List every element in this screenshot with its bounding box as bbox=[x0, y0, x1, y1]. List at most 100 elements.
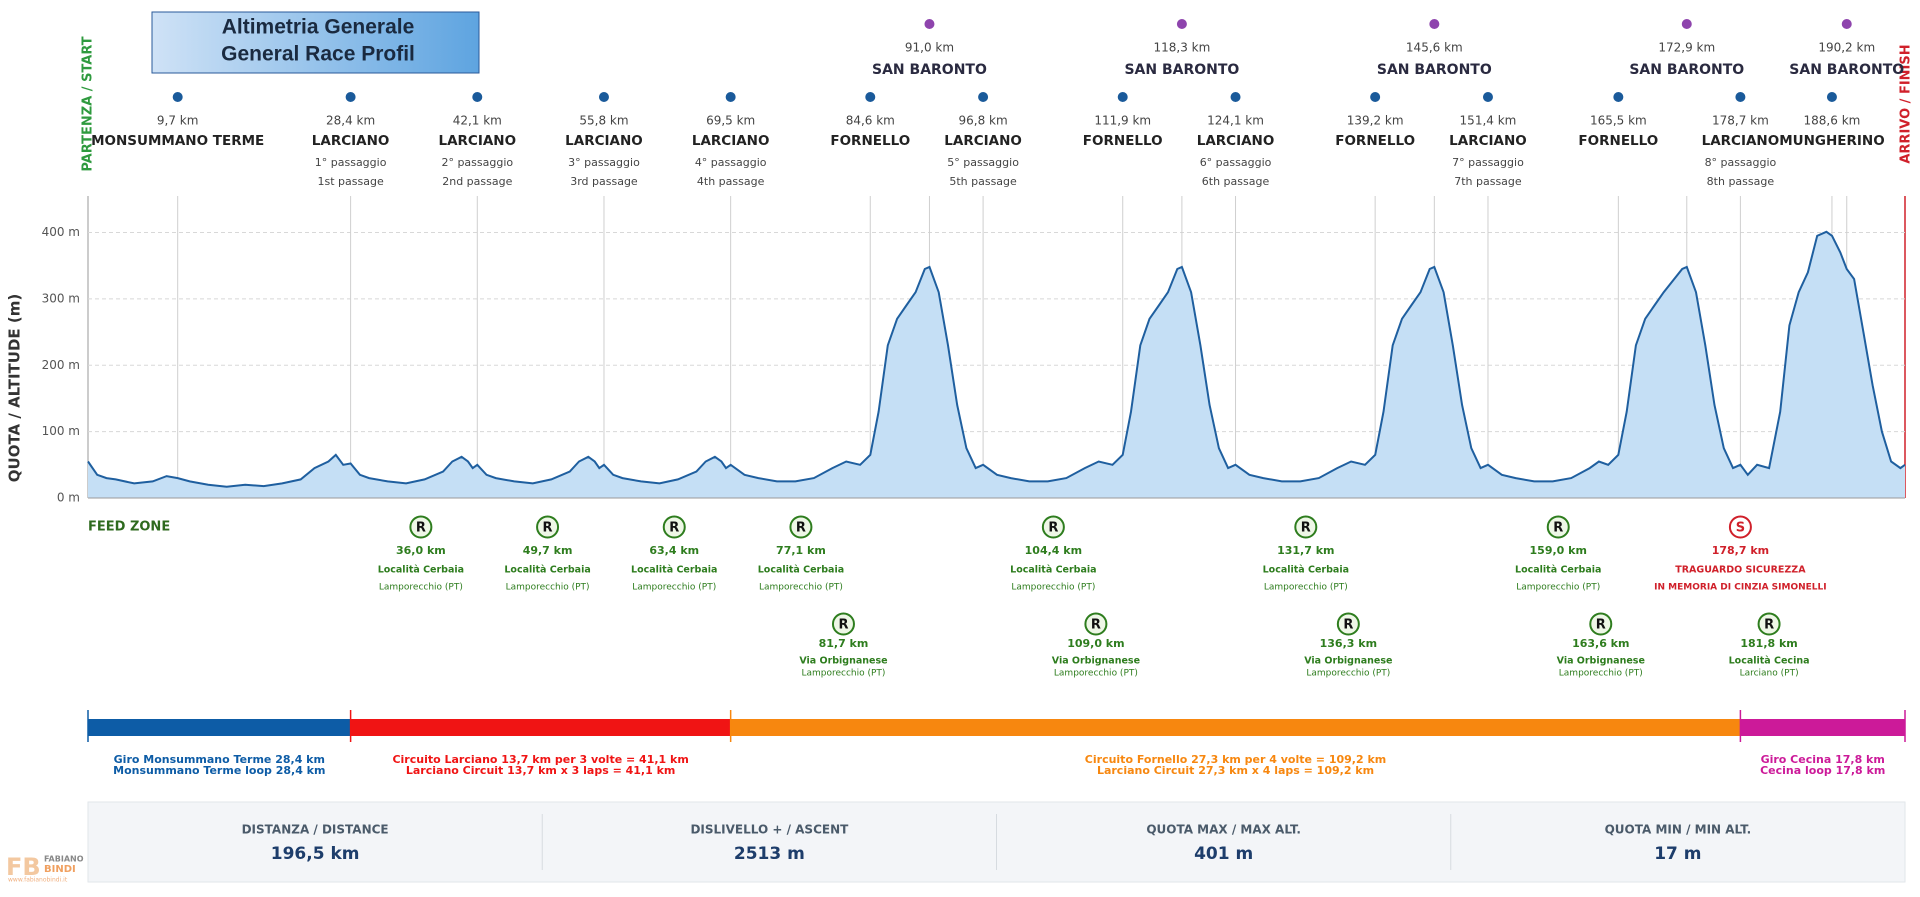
waypoint-lap: 5° passaggio bbox=[947, 156, 1019, 169]
waypoint-name: FORNELLO bbox=[1083, 133, 1163, 149]
feed-sub: Lamporecchio (PT) bbox=[632, 583, 716, 593]
waypoint-marker bbox=[472, 92, 483, 102]
waypoint-km: 188,6 km bbox=[1804, 114, 1861, 128]
feed-icon-letter: R bbox=[416, 521, 426, 536]
waypoint-km: 9,7 km bbox=[157, 114, 199, 128]
circuit-label: Giro Cecina 17,8 km bbox=[1761, 753, 1885, 766]
feed-km: 159,0 km bbox=[1530, 544, 1587, 557]
feed-sub: Lamporecchio (PT) bbox=[1054, 669, 1138, 679]
summit-marker bbox=[1681, 19, 1692, 29]
stat-value: 2513 m bbox=[734, 844, 805, 864]
feed-place: Via Orbignanese bbox=[799, 656, 887, 667]
y-tick-label: 100 m bbox=[42, 424, 80, 438]
circuit-label: Larciano Circuit 27,3 km x 4 laps = 109,… bbox=[1097, 764, 1374, 777]
waypoint-marker bbox=[865, 92, 876, 102]
circuit-segment bbox=[350, 719, 731, 736]
feed-sub: Lamporecchio (PT) bbox=[1559, 669, 1643, 679]
feed-icon-letter: R bbox=[543, 521, 553, 536]
summit-marker bbox=[1176, 19, 1187, 29]
feed-place: Località Cerbaia bbox=[378, 565, 464, 576]
summit-name: SAN BARONTO bbox=[872, 62, 987, 78]
feed-sub: Lamporecchio (PT) bbox=[1264, 583, 1348, 593]
feed-place: Località Cecina bbox=[1729, 656, 1810, 667]
waypoint-lap-en: 1st passage bbox=[318, 175, 384, 188]
waypoint-name: LARCIANO bbox=[565, 133, 643, 149]
waypoint-lap: 6° passaggio bbox=[1200, 156, 1272, 169]
feed-icon-letter: R bbox=[1301, 521, 1311, 536]
waypoint-marker bbox=[725, 92, 736, 102]
feed-icon bbox=[831, 612, 855, 636]
waypoint-name: MONSUMMANO TERME bbox=[91, 133, 264, 149]
feed-place: Via Orbignanese bbox=[1052, 656, 1140, 667]
feed-place: Via Orbignanese bbox=[1304, 656, 1392, 667]
chart-subtitle: General Race Profil bbox=[221, 43, 415, 66]
waypoint-lap-en: 4th passage bbox=[697, 175, 765, 188]
stat-label: QUOTA MIN / MIN ALT. bbox=[1605, 823, 1752, 837]
waypoint-km: 111,9 km bbox=[1094, 114, 1151, 128]
waypoint-name: LARCIANO bbox=[1702, 133, 1780, 149]
waypoint-name: LARCIANO bbox=[1197, 133, 1275, 149]
waypoint-km: 28,4 km bbox=[326, 114, 375, 128]
finish-label: ARRIVO / FINISH bbox=[1899, 44, 1914, 163]
feed-icon bbox=[1041, 515, 1065, 539]
feed-icon-letter: R bbox=[1048, 521, 1058, 536]
feed-place: Località Cerbaia bbox=[1010, 565, 1096, 576]
y-tick-label: 0 m bbox=[57, 491, 80, 505]
feed-sub: IN MEMORIA DI CINZIA SIMONELLI bbox=[1654, 583, 1826, 593]
feed-icon bbox=[1757, 612, 1781, 636]
stat-label: QUOTA MAX / MAX ALT. bbox=[1146, 823, 1301, 837]
summit-km: 172,9 km bbox=[1658, 41, 1715, 55]
feed-km: 63,4 km bbox=[649, 544, 699, 557]
waypoint-name: FORNELLO bbox=[830, 133, 910, 149]
waypoint-lap: 8° passaggio bbox=[1705, 156, 1777, 169]
feed-zone-title: FEED ZONE bbox=[88, 520, 170, 535]
waypoint-lap-en: 3rd passage bbox=[570, 175, 638, 188]
waypoint-km: 42,1 km bbox=[453, 114, 502, 128]
feed-place: Località Cerbaia bbox=[1515, 565, 1601, 576]
summit-name: SAN BARONTO bbox=[1629, 62, 1744, 78]
feed-km: 131,7 km bbox=[1277, 544, 1334, 557]
summit-km: 145,6 km bbox=[1406, 41, 1463, 55]
waypoint-km: 69,5 km bbox=[706, 114, 755, 128]
waypoint-lap: 2° passaggio bbox=[441, 156, 513, 169]
waypoint-marker bbox=[172, 92, 183, 102]
circuit-label: Larciano Circuit 13,7 km x 3 laps = 41,1… bbox=[406, 764, 676, 777]
feed-sub: Lamporecchio (PT) bbox=[1011, 583, 1095, 593]
waypoint-marker bbox=[1117, 92, 1128, 102]
waypoint-lap-en: 8th passage bbox=[1707, 175, 1775, 188]
y-axis-label: QUOTA / ALTITUDE (m) bbox=[6, 294, 24, 482]
feed-icon bbox=[409, 515, 433, 539]
feed-km: 181,8 km bbox=[1740, 637, 1797, 650]
y-tick-label: 300 m bbox=[42, 291, 80, 305]
feed-icon bbox=[1728, 515, 1752, 539]
profile-area bbox=[88, 231, 1905, 499]
logo-site: www.fabianobindi.it bbox=[8, 877, 68, 884]
waypoint-marker bbox=[1613, 92, 1624, 102]
waypoint-name: MUNGHERINO bbox=[1779, 133, 1885, 149]
feed-icon-letter: R bbox=[1091, 618, 1101, 633]
waypoint-lap: 1° passaggio bbox=[315, 156, 387, 169]
logo-mark: FB bbox=[6, 853, 41, 881]
circuit-segment bbox=[88, 719, 351, 736]
waypoint-marker bbox=[978, 92, 989, 102]
waypoint-km: 124,1 km bbox=[1207, 114, 1264, 128]
feed-icon bbox=[1084, 612, 1108, 636]
feed-sub: Larciano (PT) bbox=[1740, 669, 1799, 679]
feed-icon bbox=[662, 515, 686, 539]
stat-label: DISTANZA / DISTANCE bbox=[242, 823, 389, 837]
summit-km: 91,0 km bbox=[905, 41, 954, 55]
chart-title: Altimetria Generale bbox=[222, 16, 415, 39]
start-label: PARTENZA / START bbox=[81, 36, 96, 171]
waypoint-marker bbox=[1230, 92, 1241, 102]
logo-surname: BINDI bbox=[44, 864, 76, 875]
feed-icon-letter: R bbox=[669, 521, 679, 536]
circuit-segment bbox=[730, 719, 1741, 736]
feed-sub: Lamporecchio (PT) bbox=[759, 583, 843, 593]
circuit-label: Circuito Fornello 27,3 km per 4 volte = … bbox=[1085, 753, 1386, 766]
feed-km: 81,7 km bbox=[819, 637, 869, 650]
feed-km: 49,7 km bbox=[523, 544, 573, 557]
waypoint-lap-en: 5th passage bbox=[949, 175, 1017, 188]
y-tick-label: 400 m bbox=[42, 225, 80, 239]
feed-place: Località Cerbaia bbox=[1263, 565, 1349, 576]
feed-icon bbox=[1546, 515, 1570, 539]
